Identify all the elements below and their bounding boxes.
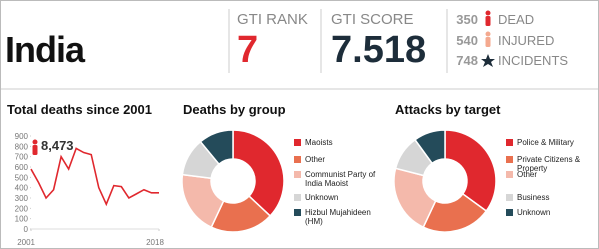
dead-count: 350	[456, 12, 478, 27]
y-tick-label: 0	[24, 225, 29, 234]
legend-swatch	[294, 156, 301, 163]
y-tick-label: 100	[15, 215, 29, 224]
score: 7.518	[331, 29, 427, 71]
total-icon	[32, 139, 38, 155]
dead-icon	[485, 10, 491, 26]
x-tick-label: 2018	[146, 238, 164, 247]
y-tick-label: 700	[15, 153, 29, 162]
legend-swatch	[506, 156, 513, 163]
score-label: GTI SCORE	[331, 11, 414, 28]
legend-label: Police & Military	[517, 138, 574, 147]
legend-swatch	[506, 209, 513, 216]
legend-label: Private Citizens & Property	[517, 155, 581, 173]
injured-label: INJURED	[498, 33, 555, 48]
legend-swatch	[506, 139, 513, 146]
legend-label: Maoists	[305, 138, 333, 147]
legend-label: Other	[517, 170, 538, 179]
country: India	[5, 29, 85, 70]
incidents-count: 748	[456, 53, 478, 68]
chart-title: Attacks by target	[395, 102, 501, 117]
incidents-label: INCIDENTS	[498, 53, 569, 68]
x-tick-label: 2001	[17, 238, 35, 247]
wedge	[199, 129, 234, 166]
rank-label: GTI RANK	[237, 11, 308, 28]
y-tick-label: 500	[15, 173, 29, 182]
y-tick-label: 800	[15, 142, 29, 151]
wedge	[232, 129, 285, 217]
legend-label: Business	[517, 193, 550, 202]
legend-swatch	[506, 171, 513, 178]
legend-swatch	[294, 209, 301, 216]
legend-label: Unknown	[305, 193, 339, 202]
y-tick-label: 200	[15, 204, 29, 213]
legend-label: Unknown	[517, 208, 551, 217]
legend-swatch	[294, 139, 301, 146]
legend-label: Communist Party of India Maoist	[305, 170, 376, 188]
line	[30, 147, 159, 207]
wedge	[413, 129, 446, 165]
injured-count: 540	[456, 33, 478, 48]
legend-swatch	[294, 171, 301, 178]
wedge	[444, 129, 497, 213]
y-tick-label: 400	[15, 184, 29, 193]
y-tick-label: 900	[15, 132, 29, 141]
legend-label: Hizbul Mujahideen (HM)	[305, 208, 371, 226]
injured-icon	[485, 31, 491, 47]
dead-label: DEAD	[498, 12, 535, 27]
y-tick-label: 300	[15, 194, 29, 203]
legend-swatch	[294, 194, 301, 201]
rank: 7	[237, 29, 259, 71]
y-tick-label: 600	[15, 163, 29, 172]
annotation: 8,473	[41, 138, 74, 153]
legend-label: Other	[305, 155, 326, 164]
chart-title: Deaths by group	[183, 102, 286, 117]
legend-swatch	[506, 194, 513, 201]
incident-icon	[481, 54, 495, 67]
chart-title: Total deaths since 2001	[7, 102, 152, 117]
